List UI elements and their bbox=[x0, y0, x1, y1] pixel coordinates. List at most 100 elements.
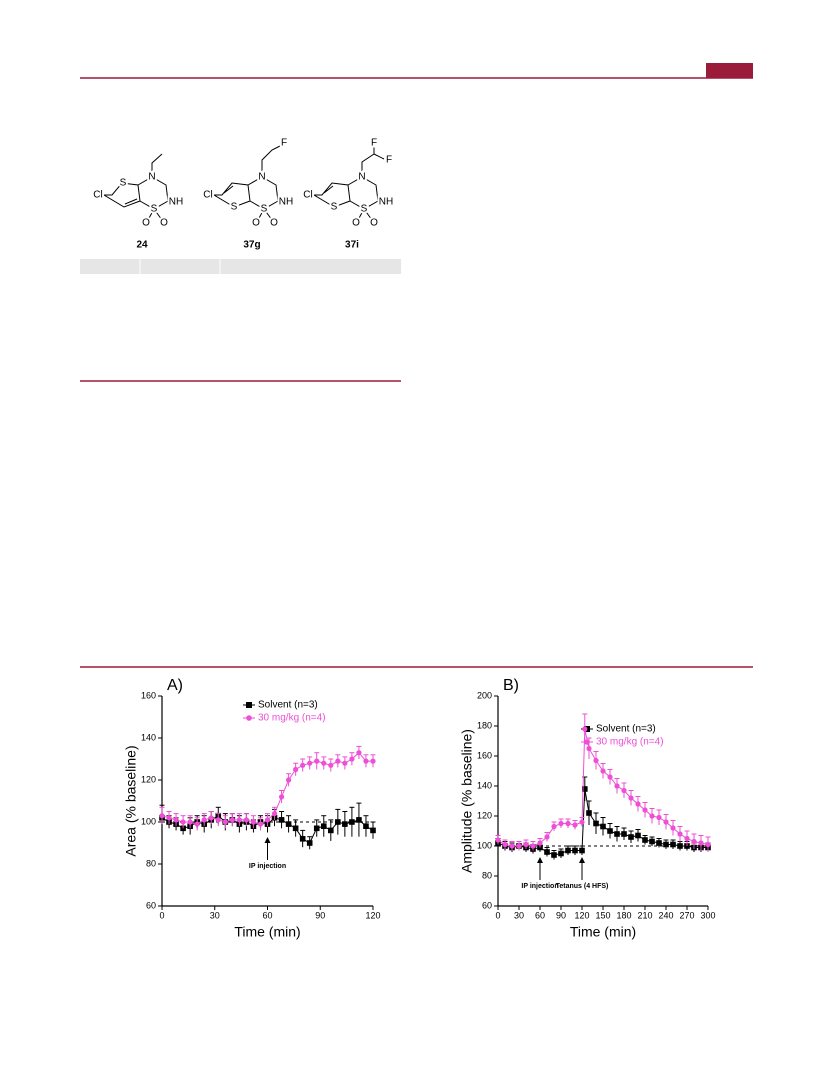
atom: N bbox=[258, 172, 265, 183]
chart: 60 80 100 120 140 160 0 30 60 90 120 A) Time (min) Ar… bbox=[123, 677, 381, 939]
data-point bbox=[600, 768, 606, 774]
data-point bbox=[349, 756, 355, 762]
data-point bbox=[558, 820, 564, 827]
annotation: IP injection bbox=[249, 863, 286, 870]
atom: N bbox=[358, 172, 365, 183]
data-point bbox=[257, 821, 264, 827]
atom: NH bbox=[169, 197, 183, 208]
y-tick-label: 140 bbox=[141, 732, 156, 742]
header-tab bbox=[706, 63, 753, 78]
data-point bbox=[173, 817, 179, 823]
annotation: Tetanus (4 HFS) bbox=[556, 883, 609, 890]
data-point bbox=[551, 823, 557, 830]
data-point bbox=[698, 840, 704, 846]
data-point bbox=[342, 760, 348, 766]
data-point bbox=[293, 766, 299, 773]
data-point bbox=[582, 726, 588, 732]
x-tick-label: 0 bbox=[495, 910, 500, 920]
data-point bbox=[565, 847, 571, 854]
data-point bbox=[516, 843, 522, 849]
y-tick-label: 80 bbox=[482, 870, 492, 880]
data-point bbox=[558, 850, 564, 857]
atom: S bbox=[331, 202, 338, 213]
y-tick-label: 60 bbox=[146, 900, 156, 910]
x-axis-label: Time (min) bbox=[234, 924, 300, 940]
structure: Cl S N NH S O O F 37g bbox=[201, 136, 295, 251]
data-point bbox=[582, 786, 588, 792]
data-point bbox=[656, 840, 662, 846]
x-tick-label: 90 bbox=[315, 910, 325, 920]
data-point bbox=[356, 750, 362, 756]
x-tick-label: 180 bbox=[616, 910, 631, 920]
data-point bbox=[579, 847, 585, 854]
y-tick-label: 120 bbox=[477, 810, 492, 820]
data-point bbox=[250, 819, 257, 825]
atom: S bbox=[151, 204, 158, 215]
data-point bbox=[264, 817, 271, 823]
data-point bbox=[320, 823, 327, 829]
atom: Cl bbox=[93, 190, 102, 201]
y-tick-label: 80 bbox=[146, 858, 156, 868]
data-point bbox=[607, 774, 613, 780]
data-point bbox=[335, 819, 341, 825]
atom: S bbox=[361, 204, 368, 215]
data-point bbox=[565, 820, 571, 827]
y-tick-label: 200 bbox=[477, 690, 492, 700]
x-tick-label: 120 bbox=[365, 910, 380, 920]
data-point bbox=[502, 841, 508, 848]
data-point bbox=[600, 823, 606, 830]
data-point bbox=[201, 817, 207, 823]
data-point bbox=[215, 817, 221, 823]
data-point bbox=[677, 843, 683, 849]
panel-title: B) bbox=[503, 677, 519, 694]
data-point bbox=[286, 777, 292, 783]
data-point bbox=[306, 840, 313, 846]
data-point bbox=[180, 819, 186, 825]
compound-label: 37i bbox=[345, 240, 359, 251]
y-axis-label: Amplitude (% baseline) bbox=[459, 729, 475, 873]
data-point bbox=[370, 827, 376, 834]
data-point bbox=[328, 762, 334, 768]
structure: Cl S N NH S O O 24 bbox=[91, 153, 185, 251]
data-point bbox=[236, 817, 242, 823]
data-point bbox=[649, 838, 655, 845]
data-point bbox=[229, 817, 235, 823]
x-tick-label: 30 bbox=[210, 910, 220, 920]
table-header-row bbox=[80, 259, 401, 274]
data-point bbox=[628, 834, 634, 840]
atom: O bbox=[270, 218, 278, 229]
data-point bbox=[243, 817, 249, 823]
data-point bbox=[670, 825, 676, 831]
data-point bbox=[628, 795, 634, 801]
data-point bbox=[495, 837, 501, 843]
x-tick-label: 210 bbox=[637, 910, 652, 920]
legend-marker bbox=[584, 739, 590, 745]
data-point bbox=[586, 810, 592, 816]
data-point bbox=[614, 831, 620, 837]
data-point bbox=[621, 787, 627, 794]
data-point bbox=[656, 814, 662, 821]
data-point bbox=[292, 825, 299, 832]
data-point bbox=[159, 813, 165, 819]
legend-label: Solvent (n=3) bbox=[258, 700, 318, 711]
data-point bbox=[349, 819, 355, 825]
data-point bbox=[544, 849, 550, 855]
data-point bbox=[642, 807, 648, 813]
data-point bbox=[635, 832, 641, 839]
x-axis-label: Time (min) bbox=[570, 924, 636, 940]
atom: S bbox=[261, 204, 268, 215]
data-point bbox=[313, 825, 320, 832]
data-point bbox=[530, 843, 536, 849]
atom: NH bbox=[379, 197, 393, 208]
data-point bbox=[537, 840, 543, 846]
data-point bbox=[285, 821, 292, 827]
data-point bbox=[670, 841, 676, 848]
data-point bbox=[314, 758, 320, 764]
data-point bbox=[705, 841, 711, 848]
x-tick-label: 120 bbox=[574, 910, 589, 920]
y-tick-label: 60 bbox=[482, 900, 492, 910]
data-point bbox=[363, 823, 369, 829]
legend-label: Solvent (n=3) bbox=[596, 724, 656, 735]
panel-title: A) bbox=[167, 677, 183, 694]
